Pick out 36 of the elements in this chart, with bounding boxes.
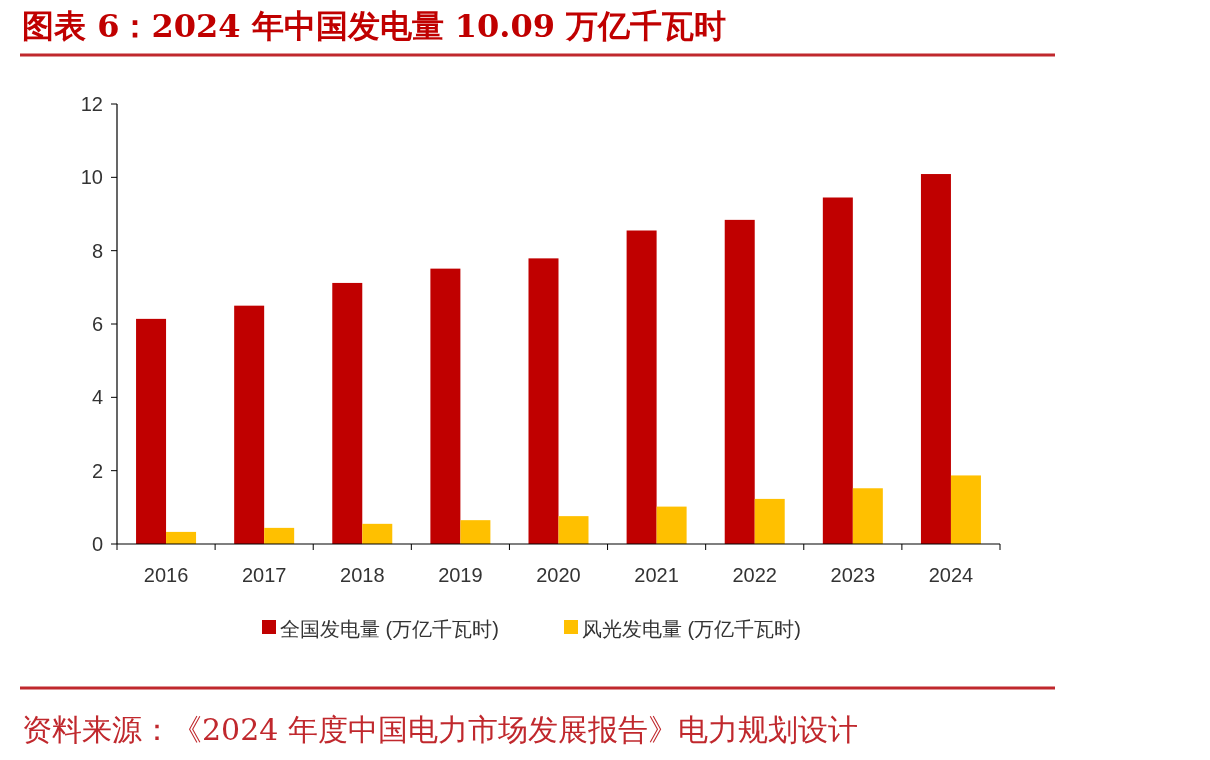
bar [460,520,491,544]
y-tick-label: 10 [80,166,103,189]
y-tick-label: 6 [91,313,103,335]
bar [852,488,883,544]
bar [528,258,559,544]
text: 资料来源：《2024 年度中国电力市场发展报告》电力规划设计 [22,712,858,747]
bar [264,527,295,544]
bar [430,268,461,544]
y-tick-label: 8 [91,239,103,262]
bar [656,506,687,544]
bar [920,174,951,544]
y-tick-label: 12 [80,93,103,115]
x-tick-label: 2022 [732,564,777,586]
bar [724,219,755,544]
y-tick-label: 4 [91,386,103,409]
x-tick-label: 2016 [143,564,189,586]
x-tick-label: 2023 [830,564,876,586]
bar [558,516,589,544]
bar [166,531,197,544]
x-tick-label: 2024 [928,564,974,586]
bar [950,475,981,544]
x-tick-label: 2017 [241,564,287,586]
bar [234,305,265,544]
y-tick-label: 2 [91,459,103,482]
x-tick-label: 2019 [438,564,483,586]
bar [332,282,363,544]
x-tick-label: 2018 [340,564,385,586]
chart-title: 图表 6：2024 年中国发电量 10.09 万亿千瓦时 [22,7,727,45]
y-tick-label: 0 [91,533,103,555]
bar [136,318,167,544]
bar [822,197,853,544]
bar [754,498,785,544]
bar [626,230,657,544]
bar [362,523,393,544]
x-tick-label: 2020 [536,564,581,586]
x-tick-label: 2021 [634,564,679,586]
